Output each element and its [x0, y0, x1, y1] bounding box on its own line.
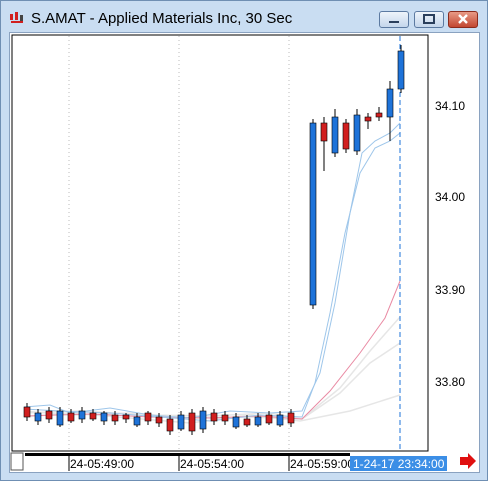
candle-body [232, 416, 240, 428]
price-label-2: 34.00 [435, 190, 465, 204]
right-arrow-icon[interactable] [460, 453, 476, 469]
candle-body [45, 410, 53, 420]
close-button[interactable] [448, 11, 478, 28]
chart-area[interactable]: 34.10 34.00 33.90 33.80 24-05:49:00 24-0… [9, 32, 480, 473]
candle-body [243, 418, 251, 426]
candle-body [199, 410, 207, 430]
candle-body [56, 410, 64, 426]
candle-body [67, 412, 75, 422]
candle-body [133, 416, 141, 426]
candle-body [89, 412, 97, 420]
ma-fast-line-2 [23, 132, 401, 422]
candle-body [155, 416, 163, 424]
title-bar[interactable]: S.AMAT - Applied Materials Inc, 30 Sec [1, 1, 487, 32]
window-title: S.AMAT - Applied Materials Inc, 30 Sec [31, 10, 293, 27]
candle-body [386, 88, 394, 118]
candle-body [397, 50, 405, 90]
price-label-3: 33.90 [435, 283, 465, 297]
candle-body [364, 116, 372, 122]
candle-body [177, 414, 185, 430]
candle-body [331, 116, 339, 154]
candle-body [78, 410, 86, 420]
candle-body [210, 412, 218, 422]
time-label-3: 24-05:59:00 [290, 457, 354, 471]
candle-body [287, 412, 295, 424]
candle-body [100, 412, 108, 422]
candle-body [23, 406, 31, 418]
candle-body [254, 416, 262, 426]
time-label-2: 24-05:54:00 [180, 457, 244, 471]
minimize-button[interactable] [379, 11, 409, 28]
cursor-time-label: 1-24-17 23:34:00 [353, 457, 445, 471]
candle-body [111, 414, 119, 422]
cursor-time-label-bg [350, 456, 447, 471]
time-label-1: 24-05:49:00 [70, 457, 134, 471]
close-icon [458, 14, 468, 24]
price-label-4: 33.80 [435, 375, 465, 389]
candle-body [166, 418, 174, 432]
candlestick-series [23, 45, 405, 435]
candle-body [375, 112, 383, 118]
time-axis-bar [25, 453, 350, 456]
chart-app-icon [10, 12, 23, 23]
minimize-icon [389, 21, 399, 23]
candle-body [309, 122, 317, 306]
candle-body [34, 412, 42, 422]
candle-body [276, 414, 284, 426]
candle-body [320, 122, 328, 142]
candle-body [342, 122, 350, 150]
ma-fast-line-1 [23, 122, 401, 419]
price-chart[interactable]: 34.10 34.00 33.90 33.80 24-05:49:00 24-0… [10, 33, 479, 472]
maximize-button[interactable] [414, 11, 444, 28]
candle-body [188, 412, 196, 432]
candle-body [353, 114, 361, 152]
corner-box-icon[interactable] [10, 452, 24, 471]
price-label-1: 34.10 [435, 99, 465, 113]
candle-body [265, 414, 273, 424]
candle-body [144, 412, 152, 422]
candle-body [122, 414, 130, 420]
candle-body [221, 414, 229, 422]
maximize-icon [423, 14, 435, 24]
plot-frame [11, 34, 429, 452]
